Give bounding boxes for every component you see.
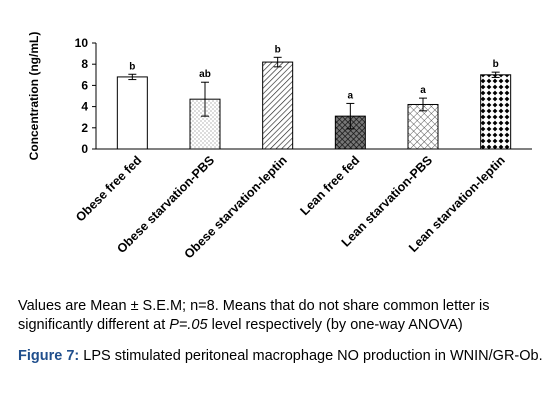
axes: 0 2 4 6 8 10 Concentration (ng/mL): [27, 32, 532, 161]
y-axis-label: Concentration (ng/mL): [27, 32, 41, 161]
significance-letter: b: [129, 61, 135, 72]
y-tick-label: 10: [75, 36, 89, 50]
bar: [262, 61, 294, 150]
y-tick-label: 4: [81, 100, 88, 114]
significance-letter: b: [275, 44, 281, 55]
significance-letter: a: [420, 85, 426, 96]
notes-text-1: Values are Mean ± S.E.M; n=8. Means that…: [18, 298, 490, 333]
figure-notes: Values are Mean ± S.E.M; n=8. Means that…: [18, 297, 548, 335]
p-value: P=.05: [169, 317, 208, 333]
y-tick-label: 8: [81, 57, 88, 71]
figure-caption: Figure 7: LPS stimulated peritoneal macr…: [18, 347, 548, 366]
bar: [407, 103, 439, 150]
y-tick-label: 6: [81, 78, 88, 92]
y-tick-label: 0: [81, 142, 88, 156]
category-label: Obese free fed: [73, 153, 144, 224]
bar: [116, 76, 148, 150]
notes-text-2: level respectively (by one-way ANOVA): [207, 317, 463, 333]
caption-text: LPS stimulated peritoneal macrophage NO …: [79, 348, 543, 364]
significance-letter: b: [493, 59, 499, 70]
category-label: Lean free fed: [298, 153, 363, 218]
significance-letter: a: [348, 90, 354, 101]
y-tick-label: 2: [81, 121, 88, 135]
figure-label: Figure 7:: [18, 348, 80, 364]
bar: [480, 74, 512, 150]
bar: [189, 98, 221, 150]
significance-letter: ab: [199, 69, 211, 80]
